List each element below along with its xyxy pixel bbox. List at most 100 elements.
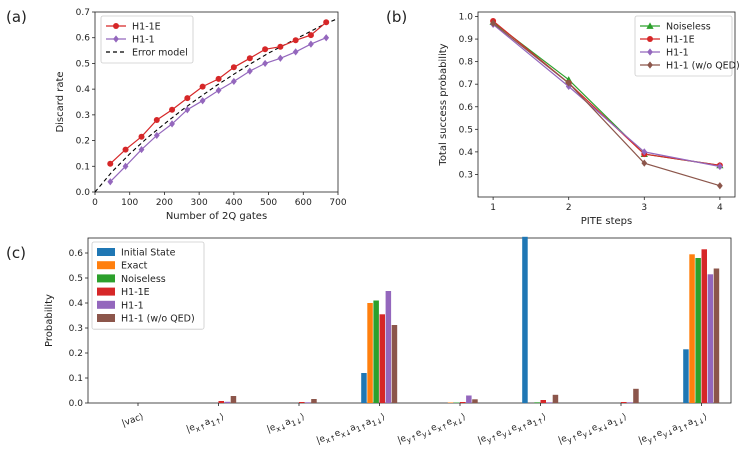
data-point <box>153 131 160 140</box>
label-subscript: y↓ <box>501 427 514 439</box>
bar-noiseless <box>373 300 379 403</box>
data-point <box>262 59 268 68</box>
y-tick-label: 0.3 <box>459 170 473 180</box>
y-axis-label: Probability <box>44 294 55 347</box>
label-text: e <box>510 422 519 433</box>
bar-h1-1-w-o-qed- <box>230 396 237 403</box>
bar-h1-1-w-o-qed- <box>713 268 720 403</box>
data-point <box>153 117 160 123</box>
data-point <box>292 37 299 44</box>
label-subscript: 1↓ <box>370 416 383 428</box>
x-tick-label: 1 <box>490 203 496 213</box>
legend-swatch <box>97 300 115 309</box>
data-point <box>169 106 176 113</box>
y-tick-label: 0.4 <box>459 148 474 158</box>
bar-exact <box>447 402 454 403</box>
x-tick-label: 500 <box>260 198 277 208</box>
label-text: |e <box>315 433 327 445</box>
data-point <box>323 19 330 26</box>
label-subscript: x↓ <box>275 421 288 433</box>
panel-label-b: (b) <box>386 8 407 26</box>
label-subscript: 1↓ <box>290 416 303 428</box>
data-point <box>107 178 114 186</box>
label-subscript: y↓ <box>661 427 674 439</box>
label-text: a <box>686 417 695 428</box>
data-point <box>307 32 314 39</box>
data-point <box>277 54 284 62</box>
data-point <box>641 148 648 156</box>
label-text: e <box>430 422 439 433</box>
label-subscript: x↑ <box>324 433 337 445</box>
bar-exact <box>689 254 695 403</box>
y-tick-label: 0.1 <box>69 374 83 384</box>
y-tick-label: 0.0 <box>69 399 84 409</box>
legend-label: H1-1 <box>121 300 144 311</box>
data-point <box>717 162 723 171</box>
legend-label: H1-1 (w/o QED) <box>666 61 740 72</box>
data-point <box>215 86 222 95</box>
legend-swatch <box>97 261 115 270</box>
data-point <box>184 106 191 114</box>
bar-exact <box>367 303 373 403</box>
panel-label-c: (c) <box>6 244 26 262</box>
data-point <box>717 182 723 190</box>
bar-h1-1 <box>707 274 714 404</box>
data-point <box>215 75 222 82</box>
data-point <box>262 46 269 53</box>
label-text: ⟩ <box>380 412 387 423</box>
legend-label: H1-1 <box>132 35 155 46</box>
y-tick-label: 0.0 <box>76 188 91 198</box>
label-text: a <box>525 417 534 428</box>
bar-h1-1 <box>385 291 392 403</box>
data-point <box>169 120 175 128</box>
bar-initial-state <box>683 349 689 404</box>
data-point <box>138 145 145 154</box>
label-text: a <box>606 417 615 428</box>
label-text: |e <box>637 433 649 445</box>
x-tick-label: 2 <box>566 203 572 213</box>
legend-swatch <box>97 274 115 283</box>
x-tick-label: 200 <box>156 198 173 208</box>
legend-frame <box>634 15 733 77</box>
data-point <box>277 43 284 50</box>
x-tick-label: 100 <box>121 198 138 208</box>
label-text: e <box>590 422 599 433</box>
legend-label: H1-1E <box>121 287 150 298</box>
x-tick-label: |ex↑ex↓a1↑a1↓⟩ <box>315 412 387 448</box>
y-tick-label: 0.5 <box>69 274 83 284</box>
x-tick-label: 400 <box>225 198 242 208</box>
x-tick-label: |ey↑ey↓ex↓a1↓⟩ <box>557 412 629 448</box>
label-text: ⟩ <box>541 412 548 423</box>
bar-h1-1 <box>305 402 311 404</box>
data-point <box>246 67 253 75</box>
data-point <box>230 64 237 71</box>
x-tick-label: 3 <box>641 203 647 213</box>
x-axis-label: PITE steps <box>581 216 632 227</box>
y-tick-label: 0.6 <box>76 34 91 44</box>
data-point <box>138 133 145 140</box>
legend-marker <box>113 23 119 29</box>
legend-label: Noiseless <box>666 22 711 33</box>
bar-noiseless <box>695 258 701 403</box>
y-tick-label: 0.3 <box>76 111 90 121</box>
legend-marker <box>646 22 654 29</box>
bar-initial-state <box>522 236 528 404</box>
bar-noiseless <box>534 402 540 404</box>
legend-label: H1-1E <box>132 22 161 33</box>
x-tick-label: |vac⟩ <box>121 412 145 429</box>
legend-label: Noiseless <box>121 274 166 285</box>
legend-label: H1-1E <box>666 35 695 46</box>
bar-h1-1-w-o-qed- <box>552 394 559 404</box>
label-text: a <box>203 417 212 428</box>
x-tick-label: |ey↑ey↓ex↑a1↑⟩ <box>476 412 548 448</box>
data-point <box>199 97 206 105</box>
label-text: |e <box>265 422 277 434</box>
label-subscript: y↓ <box>581 427 594 439</box>
y-axis-label: Total success probability <box>438 43 449 166</box>
label-text: e <box>414 428 423 439</box>
label-text: a <box>364 417 373 428</box>
x-tick-label: 0 <box>92 198 98 208</box>
x-tick-label: |ex↓a1↓⟩ <box>265 412 306 437</box>
plot-frame <box>94 11 339 193</box>
y-tick-label: 0.6 <box>459 103 474 113</box>
